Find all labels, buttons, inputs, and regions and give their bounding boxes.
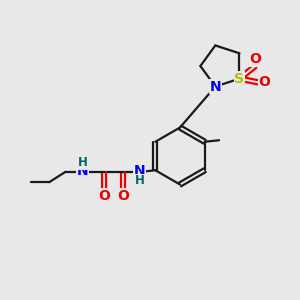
Text: O: O	[259, 75, 271, 89]
Text: H: H	[134, 174, 144, 187]
Text: H: H	[78, 156, 88, 169]
Text: N: N	[209, 80, 221, 94]
Text: O: O	[250, 52, 262, 67]
Text: S: S	[235, 72, 244, 86]
Text: N: N	[77, 164, 88, 178]
Text: O: O	[98, 189, 110, 203]
Text: O: O	[117, 189, 129, 203]
Text: N: N	[134, 164, 145, 178]
